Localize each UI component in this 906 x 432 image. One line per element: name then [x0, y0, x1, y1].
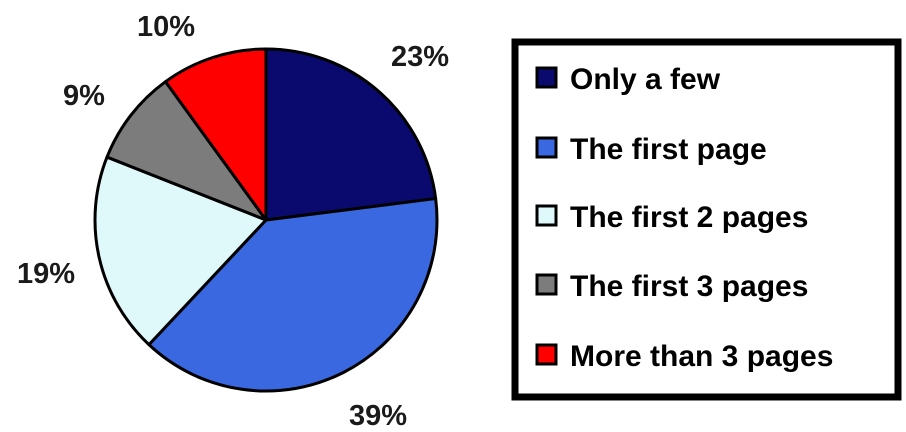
slice-value-label: 9%	[63, 80, 105, 112]
slice-labels: 23% 39% 19% 9% 10%	[17, 11, 449, 432]
slice-value-label: 23%	[391, 41, 449, 73]
slice-value-label: 39%	[349, 400, 407, 432]
legend: Only a few The first page The first 2 page…	[511, 38, 902, 401]
slice-value-label: 19%	[17, 258, 75, 290]
pie	[93, 47, 439, 393]
legend-label: More than 3 pages	[570, 340, 833, 373]
slice-value-label: 10%	[137, 11, 195, 43]
legend-label: The first 2 pages	[570, 201, 808, 234]
legend-swatch	[535, 136, 558, 159]
pie-slice-1	[264, 47, 438, 222]
pie-slice-4	[105, 80, 268, 222]
legend-label: The first 3 pages	[570, 270, 808, 303]
legend-label: The first page	[570, 133, 767, 166]
legend-swatch	[535, 66, 558, 89]
legend-label: Only a few	[570, 63, 721, 96]
legend-swatch	[535, 204, 558, 227]
legend-swatch	[535, 343, 558, 366]
pie-slice-5	[163, 47, 268, 222]
pie-slice-2	[147, 197, 439, 393]
legend-frame	[511, 38, 902, 401]
legend-swatch	[535, 273, 558, 296]
